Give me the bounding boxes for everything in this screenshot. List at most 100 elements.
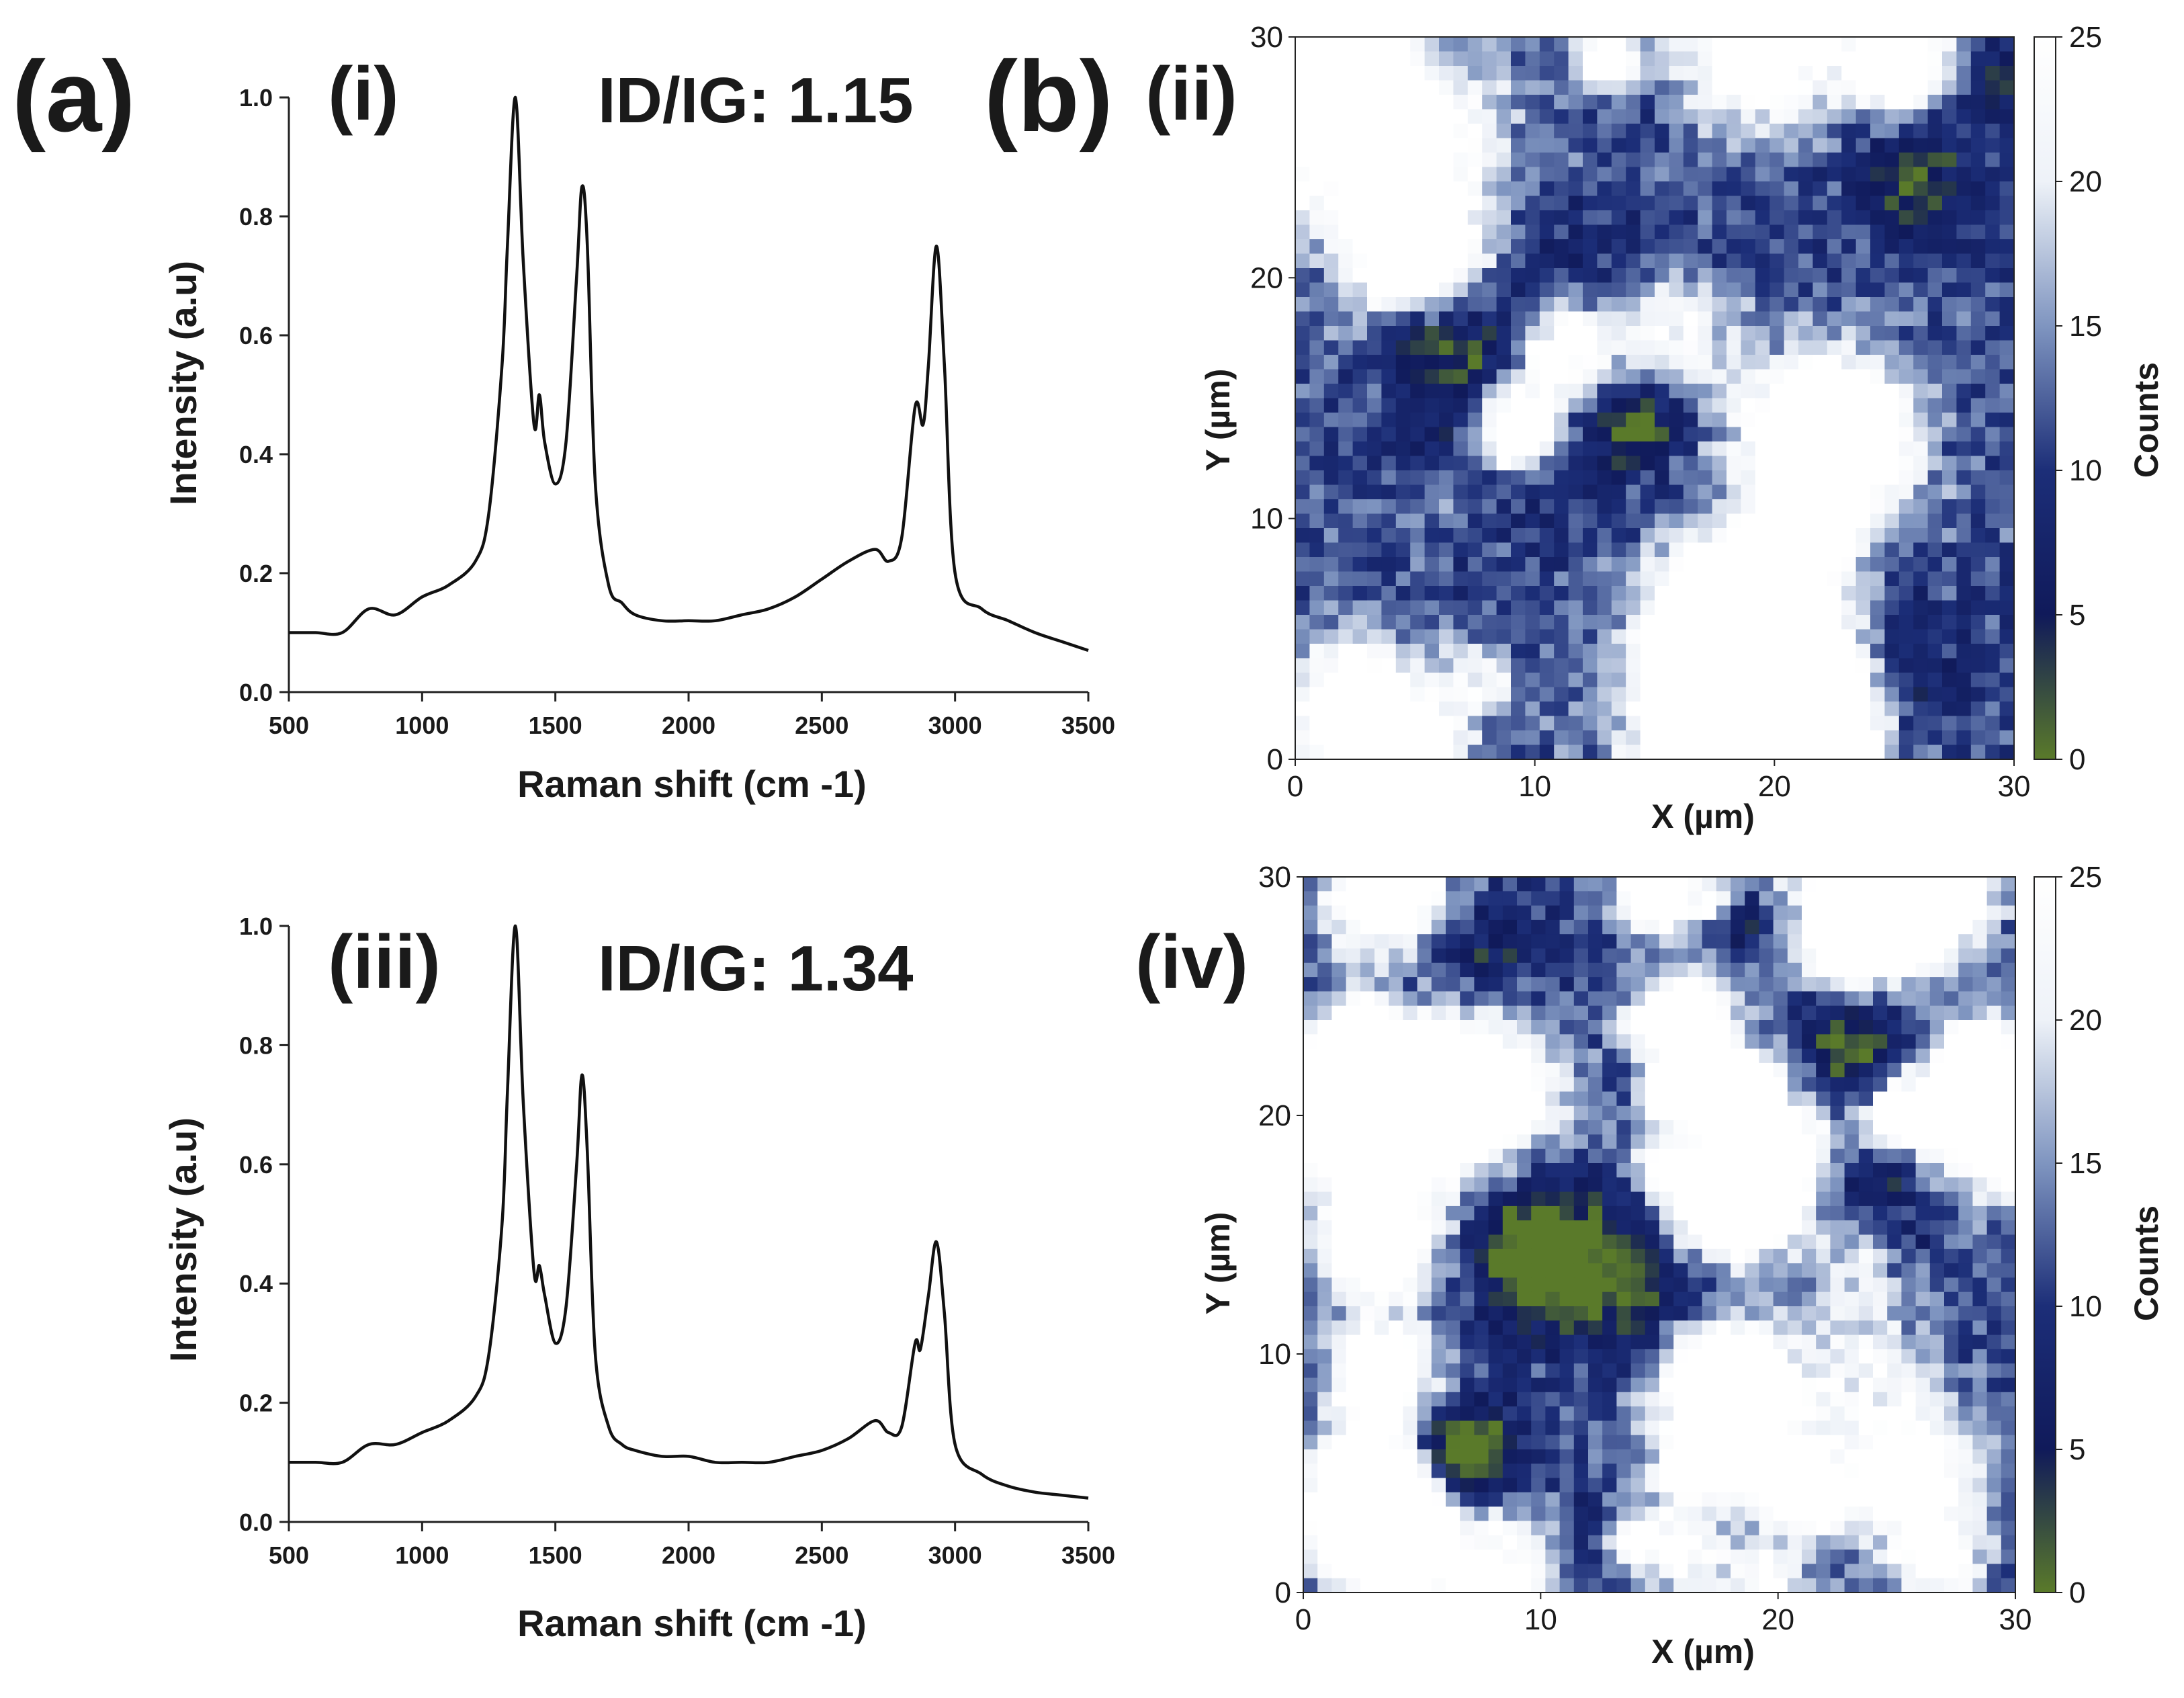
heatmap-cell xyxy=(1309,513,1325,529)
heatmap-cell xyxy=(1688,1248,1703,1264)
heatmap-cell xyxy=(1731,934,1745,949)
heatmap-cell xyxy=(1453,600,1469,615)
heatmap-cell xyxy=(1770,181,1785,197)
heatmap-cell xyxy=(1374,1334,1389,1350)
heatmap-cell xyxy=(1583,66,1598,81)
heatmap-cell xyxy=(1545,1220,1561,1236)
heatmap-cell xyxy=(1389,1163,1403,1178)
heatmap-cell xyxy=(1787,1062,1802,1078)
heatmap-cell xyxy=(1915,1163,1931,1178)
heatmap-cell xyxy=(1517,1377,1532,1393)
heatmap-cell xyxy=(1841,268,1857,284)
heatmap-cell xyxy=(1496,153,1512,168)
heatmap-cell xyxy=(1583,326,1598,341)
heatmap-cell xyxy=(1844,934,1860,949)
colorbar-title-iv: Counts xyxy=(2128,1205,2165,1321)
colorbar-tick-label: 10 xyxy=(2069,454,2102,487)
heatmap-cell xyxy=(1309,542,1325,558)
heatmap-cell xyxy=(1630,1220,1646,1236)
heatmap-cell xyxy=(1915,1277,1931,1293)
heatmap-cell xyxy=(1816,1420,1831,1436)
heatmap-cell xyxy=(1424,253,1440,269)
heatmap-cell xyxy=(1745,1177,1759,1193)
heatmap-cell xyxy=(1884,326,1900,341)
heatmap-cell xyxy=(1986,1521,2002,1536)
heatmap-cell xyxy=(1913,702,1929,717)
heatmap-cell xyxy=(1669,528,1684,544)
heatmap-cell xyxy=(1688,1306,1703,1321)
heatmap-cell xyxy=(1884,673,1900,688)
heatmap-cell xyxy=(1410,37,1426,52)
heatmap-cell xyxy=(1698,384,1713,399)
heatmap-cell xyxy=(1898,297,1914,312)
heatmap-cell xyxy=(1611,456,1626,471)
heatmap-cell xyxy=(1559,962,1575,978)
heatmap-cell xyxy=(1640,398,1655,413)
heatmap-cell xyxy=(1887,1521,1902,1536)
heatmap-cell xyxy=(1698,268,1713,284)
heatmap-cell xyxy=(1655,484,1669,500)
heatmap-cell xyxy=(1531,1478,1546,1493)
heatmap-cell xyxy=(1583,196,1598,211)
heatmap-cell xyxy=(1830,991,1845,1007)
heatmap-cell xyxy=(1830,1349,1845,1364)
heatmap-cell xyxy=(1827,398,1842,413)
heatmap-cell xyxy=(1616,1306,1632,1321)
heatmap-cell xyxy=(1346,891,1361,906)
heatmap-cell xyxy=(1942,51,1957,67)
heatmap-cell xyxy=(1942,167,1957,182)
heatmap-cell xyxy=(1830,905,1845,921)
heatmap-cell xyxy=(1554,153,1569,168)
heatmap-cell xyxy=(1453,210,1469,226)
heatmap-cell xyxy=(1942,557,1957,572)
heatmap-cell xyxy=(1986,934,2002,949)
heatmap-cell xyxy=(1367,181,1382,197)
heatmap-cell xyxy=(1659,905,1674,921)
heatmap-cell xyxy=(1338,181,1354,197)
heatmap-cell xyxy=(1655,730,1669,746)
heatmap-cell xyxy=(1331,1205,1347,1221)
heatmap-cell xyxy=(1640,571,1655,587)
heatmap-cell xyxy=(1389,1105,1403,1121)
heatmap-cell xyxy=(1958,1363,1973,1379)
heatmap-cell xyxy=(1927,369,1943,384)
heatmap-cell xyxy=(1346,905,1361,921)
heatmap-cell xyxy=(1727,557,1741,572)
heatmap-cell xyxy=(1525,513,1540,529)
heatmap-cell xyxy=(1352,629,1368,644)
heatmap-cell xyxy=(1712,224,1727,240)
heatmap-cell xyxy=(1669,66,1684,81)
heatmap-cell xyxy=(1331,1377,1347,1393)
heatmap-cell xyxy=(1545,1535,1561,1550)
heatmap-cell xyxy=(1784,124,1799,139)
heatmap-cell xyxy=(1915,1177,1931,1193)
heatmap-cell xyxy=(1855,95,1871,110)
heatmap-cell xyxy=(1525,268,1540,284)
heatmap-cell xyxy=(1583,629,1598,644)
heatmap-cell xyxy=(1374,1191,1389,1207)
heatmap-cell xyxy=(1626,456,1641,471)
heatmap-cell xyxy=(1944,1420,1959,1436)
heatmap-cell xyxy=(1787,1492,1802,1507)
heatmap-cell xyxy=(1913,384,1929,399)
heatmap-cell xyxy=(1816,1177,1831,1193)
heatmap-cell xyxy=(1525,80,1540,95)
heatmap-cell xyxy=(1913,210,1929,226)
heatmap-cell xyxy=(1927,586,1943,601)
heatmap-cell xyxy=(1381,470,1397,486)
heatmap-cell xyxy=(1927,51,1943,67)
heatmap-cell xyxy=(1367,210,1382,226)
heatmap-cell xyxy=(1770,413,1785,428)
heatmap-cell xyxy=(1545,919,1561,935)
heatmap-cell xyxy=(1884,644,1900,659)
heatmap-cell xyxy=(1439,673,1454,688)
heatmap-cell xyxy=(1841,66,1857,81)
heatmap-cell xyxy=(1583,51,1598,67)
heatmap-cell xyxy=(1812,745,1828,760)
heatmap-cell xyxy=(1403,891,1418,906)
heatmap-cell xyxy=(1482,456,1497,471)
heatmap-cell xyxy=(1573,1420,1589,1436)
heatmap-cell xyxy=(1999,571,2015,587)
heatmap-cell xyxy=(1830,1148,1845,1164)
heatmap-cell xyxy=(1467,297,1483,312)
